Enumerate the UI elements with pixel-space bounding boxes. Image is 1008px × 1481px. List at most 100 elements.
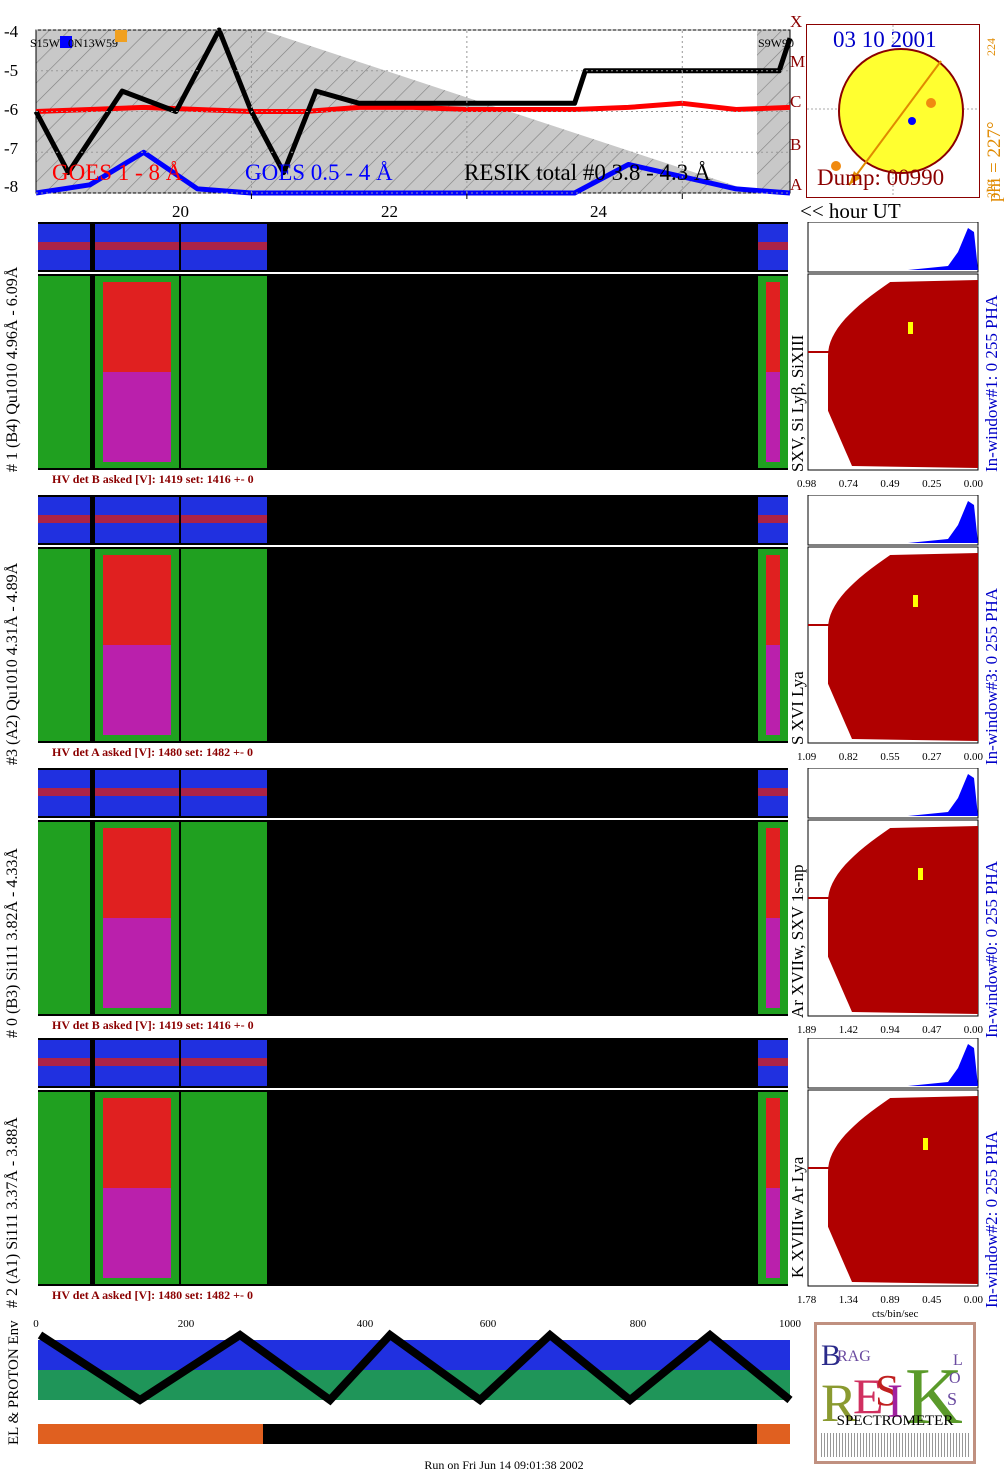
pha-band: [95, 242, 179, 250]
spectrum-core-low: [103, 645, 171, 735]
y-tick-label: -8: [4, 177, 19, 196]
scale-tick: 0.45: [922, 1294, 942, 1306]
detector-graphics-3: [38, 768, 979, 1017]
cts-label: cts/bin/sec: [872, 1308, 919, 1320]
detector-panel-3: # 0 (B3) Si111 3.82Å - 4.33Å HV det B as…: [0, 768, 1008, 1038]
spectrum-block: [210, 549, 267, 741]
pha-histogram: [908, 228, 978, 270]
spectrum-core-low: [766, 372, 780, 462]
x-tick-label: 24: [590, 202, 607, 221]
phi-number-bottom: 229: [984, 180, 998, 198]
legend-goes-long: GOES 1 - 8 Å: [52, 160, 183, 185]
region-label-right: S9W90: [758, 36, 794, 50]
pha-band: [95, 788, 179, 796]
resik-logo: B RAG R E S I K S O L SPECTROMETER: [814, 1322, 976, 1464]
logo-graphic: B RAG R E S I K S O L: [821, 1339, 963, 1441]
spectrum-core-low: [103, 918, 171, 1008]
footer-runtime: Run on Fri Jun 14 09:01:38 2002: [424, 1458, 584, 1472]
scale-tick: 0.94: [880, 1024, 900, 1036]
pha-band: [210, 1058, 267, 1066]
svg-text:E: E: [853, 1368, 884, 1424]
spectrum-profile: [828, 826, 978, 1014]
pha-band: [210, 515, 267, 523]
flare-class-label: A: [790, 175, 803, 194]
flare-class-label: C: [790, 92, 802, 111]
sun-panel: 03 10 2001 Dump: 00990: [806, 24, 980, 198]
scale-tick: 0.00: [963, 1294, 983, 1306]
spectrum-core-low: [766, 918, 780, 1008]
phi-number-top: 224: [984, 38, 998, 56]
env-x-tick: 800: [629, 1318, 647, 1330]
scale-tick: 0.00: [963, 751, 983, 763]
scale-tick: 0.98: [797, 478, 817, 490]
pha-histogram: [908, 774, 978, 816]
flare-class-label: B: [790, 135, 802, 154]
svg-text:K: K: [905, 1353, 963, 1435]
series-line-2: [33, 27, 793, 176]
logo-text: SPECTROMETER: [836, 1413, 954, 1429]
hv-readout: HV det B asked [V]: 1419 set: 1416 +- 0: [52, 1018, 254, 1032]
spectrum-block: [181, 276, 211, 468]
scale-tick: 1.78: [797, 1294, 817, 1306]
pha-band: [758, 788, 788, 796]
env-chart: [37, 1329, 793, 1444]
scale-tick: 0.55: [880, 751, 900, 763]
phi-arrow: [848, 60, 942, 186]
scale-tick: 0.00: [963, 478, 983, 490]
arrow-head-icon: [849, 171, 861, 185]
env-label: EL & PROTON Env: [6, 1320, 22, 1445]
y-tick-label: -4: [4, 22, 19, 41]
scale-tick: 0.00: [963, 1024, 983, 1036]
env-strip-left: [38, 1424, 263, 1444]
detector-panel-2: #3 (A2) Qu1010 4.31Å - 4.89Å HV det A as…: [0, 495, 1008, 765]
hour-axis-label: << hour UT: [800, 199, 901, 223]
detector-graphics-1: [38, 222, 979, 471]
pha-band: [95, 515, 179, 523]
sun-diagram: [807, 25, 979, 197]
detector-label: # 1 (B4) Qu1010 4.96Å - 6.09Å: [4, 266, 21, 472]
svg-text:R: R: [821, 1373, 857, 1433]
pha-band: [181, 242, 211, 250]
y-tick-label: -5: [4, 61, 19, 80]
region-label-left-2: 0N13W59: [68, 36, 118, 50]
env-x-tick: 1000: [779, 1318, 801, 1330]
pha-label: In-window#2: 0 255 PHA: [982, 1130, 1001, 1308]
x-tick-label: 22: [381, 202, 398, 221]
spectrum-block: [181, 1092, 211, 1284]
spectrum-profile: [828, 553, 978, 741]
goes-chart: [33, 27, 793, 199]
pha-band: [210, 788, 267, 796]
pha-band: [38, 242, 90, 250]
scale-tick: 1.42: [838, 1024, 858, 1036]
spectrum-block: [38, 822, 90, 1014]
env-x-tick: 200: [177, 1318, 195, 1330]
sun-disk: [838, 48, 964, 174]
marker-bar: [923, 1138, 928, 1150]
spectrum-core-low: [766, 645, 780, 735]
pha-band: [181, 1058, 211, 1066]
detector-graphics-4: [38, 1038, 979, 1287]
goes-panel: -4 -5 -6 -7 -8 X M C B A S15W 0N13W59 S9…: [0, 0, 805, 221]
spectrum-profile: [828, 1096, 978, 1284]
pha-label: In-window#0: 0 255 PHA: [982, 860, 1001, 1038]
pha-band: [181, 788, 211, 796]
dump-label: Dump: 00990: [817, 165, 945, 190]
detector-panel-4: # 2 (A1) Si111 3.37Å - 3.88Å HV det A as…: [0, 1038, 1008, 1308]
ion-label: SXV, Si Lyβ, SiXIII: [788, 334, 807, 472]
pha-band: [38, 788, 90, 796]
flare-class-label: M: [790, 52, 806, 71]
pha-band: [95, 1058, 179, 1066]
pha-histogram: [908, 1044, 978, 1086]
svg-text:O: O: [949, 1370, 961, 1387]
scale-tick: 0.74: [838, 478, 858, 490]
marker-bar: [908, 322, 913, 334]
scale-tick: 0.82: [838, 751, 858, 763]
spectrum-profile: [828, 280, 978, 468]
scale-tick: 0.49: [880, 478, 900, 490]
pha-band: [38, 515, 90, 523]
scale-tick: 1.89: [797, 1024, 817, 1036]
region-marker-blue: [60, 36, 72, 48]
scale-tick: 0.89: [880, 1294, 900, 1306]
scale-tick: 1.09: [797, 751, 817, 763]
scale-row: 1.89 1.42 0.94 0.47 0.00: [797, 1024, 983, 1036]
